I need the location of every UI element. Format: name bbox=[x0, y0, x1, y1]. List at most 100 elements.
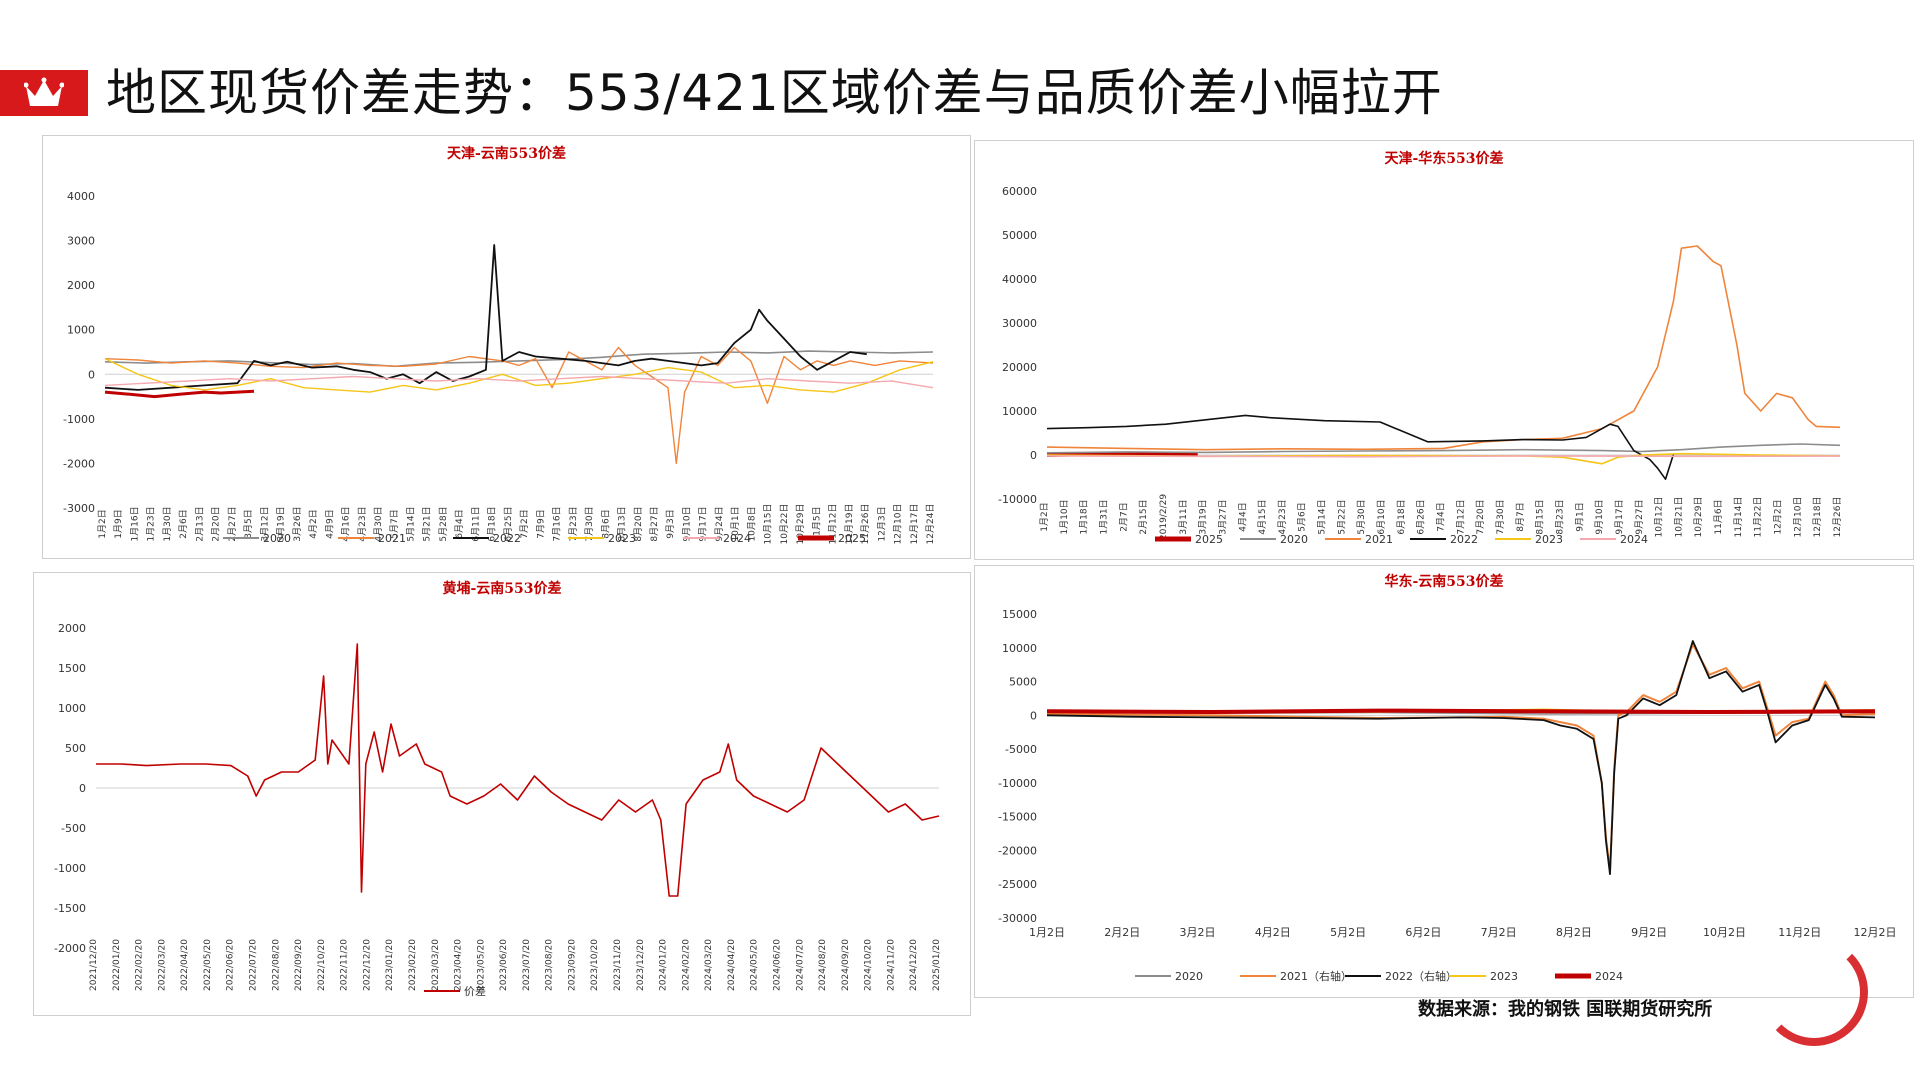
y-tick-label: 5000 bbox=[1009, 676, 1037, 689]
chart-panel-tianjin-yunnan: 天津-云南553价差 4000 3000 2000 1000 0 -1000 -2000 -30… bbox=[42, 135, 971, 559]
x-tick-label: 8月2日 bbox=[1556, 926, 1592, 939]
x-tick-label: 7月20日 bbox=[1475, 499, 1486, 534]
x-tick-label: 8月23日 bbox=[1554, 499, 1565, 534]
header: 地区现货价差走势：553/421区域价差与品质价差小幅拉开 bbox=[0, 58, 1920, 128]
y-tick-label: 50000 bbox=[1002, 229, 1037, 242]
legend-item: 2021 bbox=[338, 532, 406, 545]
x-tick-label: 12月17日 bbox=[909, 504, 920, 545]
x-tick-label: 6月25日 bbox=[503, 506, 514, 541]
x-tick-label: 5月2日 bbox=[1330, 926, 1366, 939]
legend-item: 2025 bbox=[1155, 533, 1223, 546]
chart-svg: 华东-云南553价差 15000 10000 5000 0 -5000 -10000 -150… bbox=[998, 573, 1896, 983]
x-tick-label: 2024/01/20 bbox=[659, 939, 669, 991]
x-tick-label: 2023/12/20 bbox=[636, 939, 646, 991]
x-tick-label: 1月2日 bbox=[1039, 502, 1050, 531]
series-line-2024 bbox=[104, 375, 934, 389]
chart-svg: 黄埔-云南553价差 2000 1500 1000 500 0 -500 -1000 -1500… bbox=[54, 580, 942, 998]
y-tick-label: 3000 bbox=[67, 235, 95, 248]
svg-text:2022: 2022 bbox=[1450, 533, 1478, 546]
series-line-2021 bbox=[1046, 245, 1841, 451]
x-tick-label: 12月10日 bbox=[893, 504, 904, 545]
chart-panel-huangpu-yunnan: 黄埔-云南553价差 2000 1500 1000 500 0 -500 -1000 -1500… bbox=[33, 572, 971, 1016]
x-tick-label: 7月9日 bbox=[535, 509, 546, 538]
x-tick-label: 2024/02/20 bbox=[681, 939, 691, 991]
y-tick-label: -15000 bbox=[998, 811, 1037, 824]
legend-item: 2020 bbox=[223, 532, 291, 545]
x-tick-label: 3月19日 bbox=[276, 506, 287, 541]
x-tick-label: 11月12日 bbox=[828, 504, 839, 545]
x-tick-label: 10月2日 bbox=[1703, 926, 1746, 939]
x-tick-label: 8月27日 bbox=[649, 506, 660, 541]
x-tick-label: 2023/03/20 bbox=[431, 939, 441, 991]
x-tick-label: 1月2日 bbox=[97, 509, 108, 538]
x-tick-label: 9月3日 bbox=[665, 509, 676, 538]
x-tick-label: 8月7日 bbox=[1515, 502, 1526, 531]
x-tick-label: 7月16日 bbox=[552, 506, 563, 541]
svg-text:2024: 2024 bbox=[1620, 533, 1648, 546]
x-tick-label: 11月19日 bbox=[844, 504, 855, 545]
x-tick-label: 2024/08/20 bbox=[818, 939, 828, 991]
legend-item: 价差 bbox=[424, 984, 486, 998]
y-tick-label: -1000 bbox=[54, 862, 86, 875]
x-tick-label: 5月14日 bbox=[405, 506, 416, 541]
legend-item: 2021 bbox=[1325, 533, 1393, 546]
x-tick-label: 7月2日 bbox=[519, 509, 530, 538]
x-tick-label: 2022/05/20 bbox=[203, 939, 213, 991]
svg-text:价差: 价差 bbox=[464, 984, 486, 998]
x-tick-label: 12月18日 bbox=[1812, 497, 1823, 538]
x-tick-label: 8月20日 bbox=[633, 506, 644, 541]
y-tick-label: -1000 bbox=[63, 413, 95, 426]
x-tick-label: 2月27日 bbox=[227, 506, 238, 541]
legend-item: 2020 bbox=[1135, 970, 1203, 983]
y-tick-label: 20000 bbox=[1002, 361, 1037, 374]
y-tick-label: -30000 bbox=[998, 912, 1037, 925]
y-tick-label: 0 bbox=[1030, 709, 1037, 722]
x-tick-label: 2023/08/20 bbox=[545, 939, 555, 991]
x-tick-label: 4月23日 bbox=[357, 506, 368, 541]
x-tick-label: 2021/12/20 bbox=[89, 939, 99, 991]
decorative-ring bbox=[1760, 938, 1868, 1046]
x-tick-label: 2022/12/20 bbox=[362, 939, 372, 991]
y-tick-label: 4000 bbox=[67, 190, 95, 203]
svg-text:2023: 2023 bbox=[1490, 970, 1518, 983]
x-tick-label: 1月18日 bbox=[1079, 499, 1090, 534]
legend-item: 2024 bbox=[1555, 970, 1623, 983]
x-tick-label: 12月24日 bbox=[925, 504, 936, 545]
y-tick-label: -25000 bbox=[998, 878, 1037, 891]
x-tick-label: 6月2日 bbox=[1405, 926, 1441, 939]
x-tick-label: 6月4日 bbox=[454, 509, 465, 538]
x-tick-label: 2024/07/20 bbox=[795, 939, 805, 991]
legend-item: 2024 bbox=[683, 532, 751, 545]
x-tick-label: 4月2日 bbox=[1255, 926, 1291, 939]
series-line-价差 bbox=[96, 643, 940, 897]
series-line-2021（右轴） bbox=[1046, 643, 1876, 872]
crown-icon bbox=[24, 77, 64, 106]
x-tick-label: 4月2日 bbox=[308, 509, 319, 538]
x-tick-label: 1月10日 bbox=[1059, 499, 1070, 534]
x-tick-label: 2月7日 bbox=[1118, 502, 1129, 531]
x-tick-label: 9月24日 bbox=[714, 506, 725, 541]
x-tick-label: 10月8日 bbox=[746, 506, 757, 541]
x-tick-label: 10月15日 bbox=[763, 504, 774, 545]
x-tick-label: 2022/07/20 bbox=[248, 939, 258, 991]
y-tick-label: 15000 bbox=[1002, 608, 1037, 621]
x-tick-label: 12月10日 bbox=[1792, 497, 1803, 538]
x-tick-label: 8月6日 bbox=[600, 509, 611, 538]
x-tick-label: 10月12日 bbox=[1654, 497, 1665, 538]
x-tick-label: 7月23日 bbox=[568, 506, 579, 541]
svg-text:2020: 2020 bbox=[1280, 533, 1308, 546]
y-tick-label: 60000 bbox=[1002, 185, 1037, 198]
x-tick-label: 3月12日 bbox=[259, 506, 270, 541]
y-tick-label: 500 bbox=[65, 742, 86, 755]
series-line-2022 bbox=[1046, 414, 1675, 480]
y-tick-label: 0 bbox=[79, 782, 86, 795]
x-tick-label: 1月2日 bbox=[1029, 926, 1065, 939]
y-tick-label: 40000 bbox=[1002, 273, 1037, 286]
legend-item: 2023 bbox=[568, 532, 636, 545]
chart-svg: 天津-华东553价差 60000 50000 40000 30000 20000 10000… bbox=[998, 150, 1843, 546]
series-line-2022（右轴） bbox=[1046, 640, 1876, 875]
x-tick-label: 2月2日 bbox=[1104, 926, 1140, 939]
legend-item: 2025 bbox=[798, 532, 866, 545]
x-tick-label: 11月26日 bbox=[860, 504, 871, 545]
data-source-note: 数据来源：我的钢铁 国联期货研究所 bbox=[1418, 999, 1713, 1020]
